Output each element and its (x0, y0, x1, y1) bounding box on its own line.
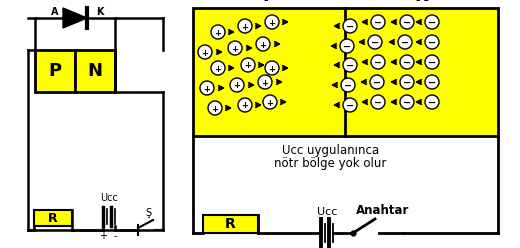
Circle shape (241, 58, 255, 72)
Text: −: − (403, 58, 411, 68)
Circle shape (228, 41, 242, 55)
Text: +: + (215, 64, 222, 73)
Circle shape (371, 55, 385, 69)
Text: −: − (403, 18, 411, 28)
Circle shape (200, 81, 214, 95)
Text: −: − (374, 18, 382, 28)
Text: +: + (241, 23, 249, 31)
Text: +: + (212, 104, 218, 114)
Text: −: − (374, 58, 382, 68)
Circle shape (211, 61, 225, 75)
Polygon shape (63, 8, 87, 28)
Text: +: + (267, 98, 274, 107)
Circle shape (400, 75, 414, 89)
Circle shape (400, 55, 414, 69)
Circle shape (263, 95, 277, 109)
Text: N: N (87, 62, 102, 80)
Text: +: + (262, 79, 268, 88)
Text: +: + (203, 85, 211, 93)
Text: −: − (371, 38, 379, 48)
Text: −: − (346, 22, 354, 32)
Text: +: + (233, 82, 240, 91)
Text: +: + (215, 29, 222, 37)
Bar (35, 50, 75, 92)
Circle shape (211, 25, 225, 39)
Circle shape (400, 95, 414, 109)
Circle shape (208, 101, 222, 115)
Text: Anahtar: Anahtar (356, 204, 410, 217)
Bar (345, 8, 498, 136)
Text: −: − (428, 38, 436, 48)
Text: K: K (96, 7, 104, 17)
Circle shape (256, 37, 270, 51)
Text: +: + (99, 231, 107, 241)
Bar (193, 8, 345, 136)
Circle shape (265, 61, 279, 75)
Circle shape (230, 78, 244, 92)
Circle shape (425, 75, 439, 89)
Text: +: + (268, 19, 276, 28)
Circle shape (238, 19, 252, 33)
Circle shape (425, 15, 439, 29)
Text: +: + (268, 64, 276, 73)
Text: −: − (403, 98, 411, 108)
Circle shape (425, 55, 439, 69)
Circle shape (400, 15, 414, 29)
Circle shape (398, 35, 412, 49)
Circle shape (425, 35, 439, 49)
Circle shape (425, 95, 439, 109)
Bar (75, 50, 115, 92)
Text: -: - (113, 231, 117, 241)
Circle shape (341, 78, 355, 92)
Circle shape (238, 98, 252, 112)
Text: −: − (373, 78, 381, 88)
Bar (34, 210, 72, 226)
Text: −: − (428, 18, 436, 28)
Text: −: − (428, 78, 436, 88)
Text: Ucc: Ucc (317, 207, 337, 217)
Circle shape (258, 75, 272, 89)
Text: +: + (202, 49, 209, 58)
Text: −: − (344, 81, 352, 91)
Circle shape (371, 95, 385, 109)
Text: Ş: Ş (145, 208, 151, 218)
Bar (203, 215, 258, 233)
Text: −: − (346, 101, 354, 111)
Text: −: − (428, 58, 436, 68)
Circle shape (343, 98, 357, 112)
Text: P: P (48, 62, 61, 80)
Circle shape (265, 15, 279, 29)
Circle shape (343, 58, 357, 72)
Text: +: + (241, 101, 249, 111)
Text: nötr bölge yok olur: nötr bölge yok olur (275, 157, 387, 170)
Text: Ucc: Ucc (100, 193, 118, 203)
Text: −: − (343, 42, 351, 52)
Text: R: R (225, 217, 236, 231)
Text: Ucc uygulanınca: Ucc uygulanınca (282, 144, 379, 157)
Text: P: P (263, 0, 276, 5)
Circle shape (370, 75, 384, 89)
Text: +: + (244, 62, 252, 70)
Circle shape (343, 19, 357, 33)
Text: R: R (48, 212, 58, 224)
Text: −: − (401, 38, 409, 48)
Circle shape (198, 45, 212, 59)
Circle shape (368, 35, 382, 49)
Text: −: − (346, 61, 354, 71)
Circle shape (371, 15, 385, 29)
Text: +: + (259, 40, 267, 50)
Text: −: − (374, 98, 382, 108)
Text: +: + (231, 44, 239, 54)
Text: −: − (403, 78, 411, 88)
Text: −: − (428, 98, 436, 108)
Text: A: A (51, 7, 59, 17)
Circle shape (340, 39, 354, 53)
Text: N: N (414, 0, 429, 5)
